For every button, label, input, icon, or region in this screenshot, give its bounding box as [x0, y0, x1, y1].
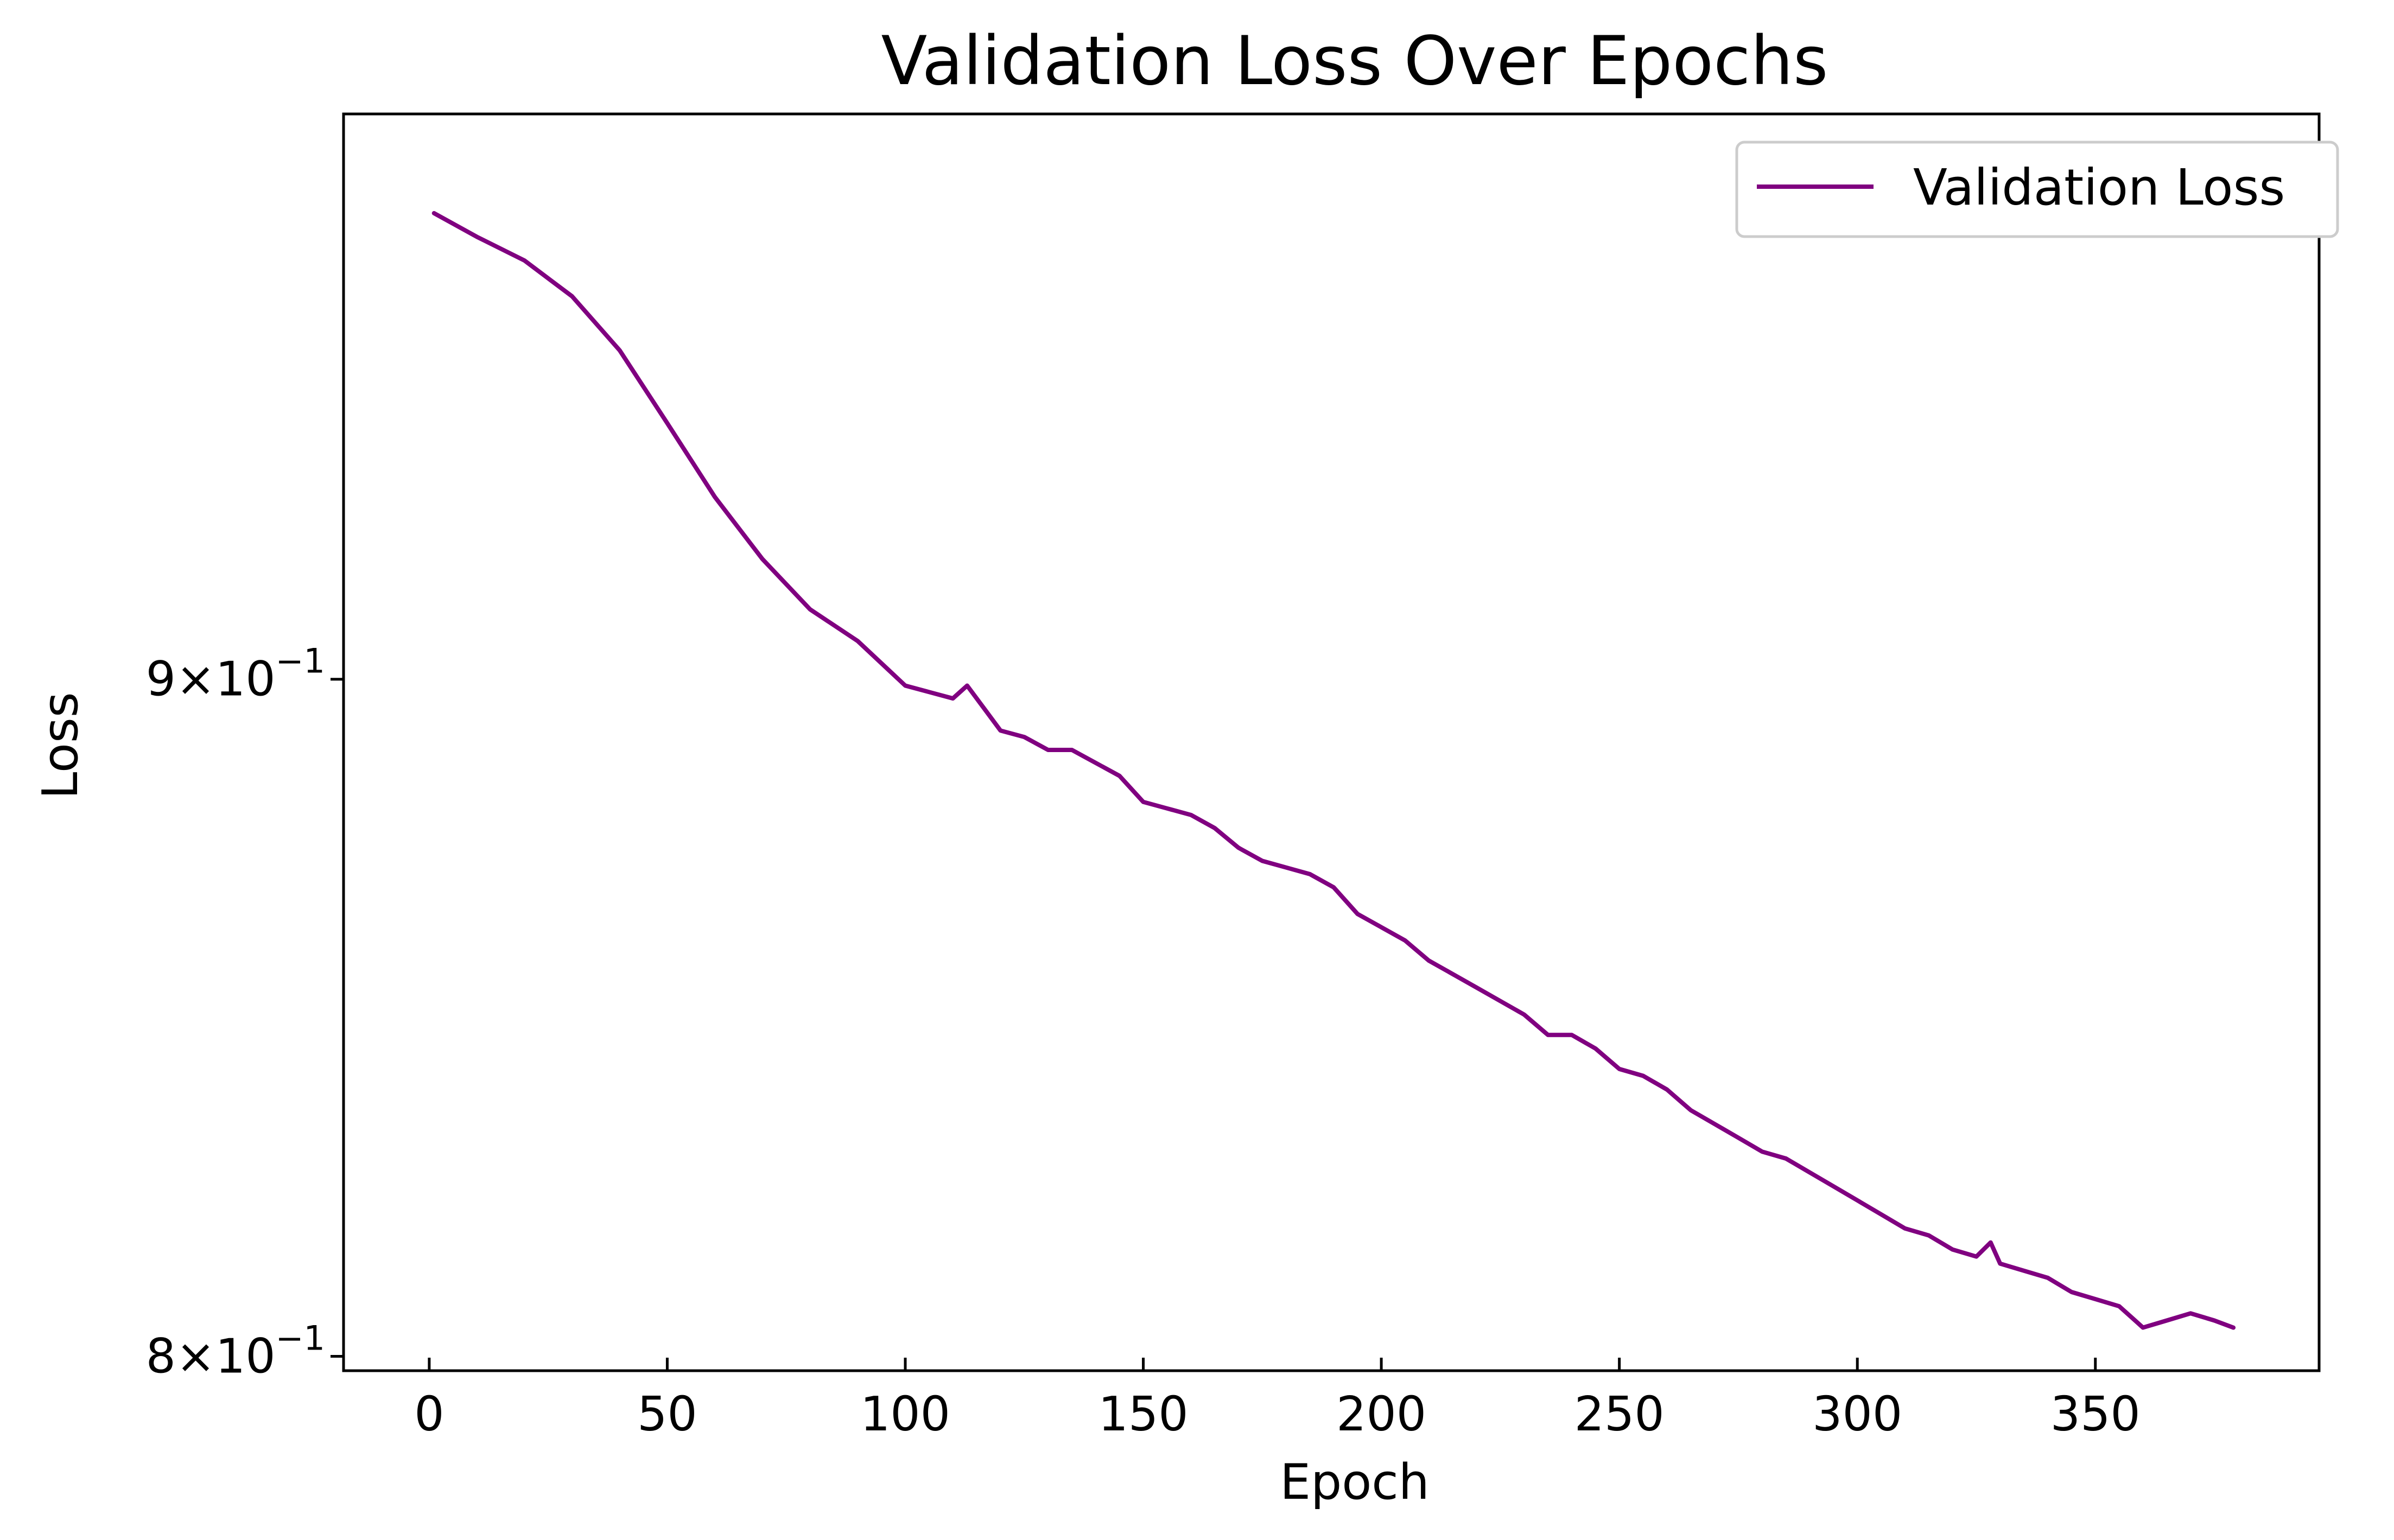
chart-title: Validation Loss Over Epochs: [881, 22, 1828, 100]
legend-label: Validation Loss: [1913, 158, 2285, 217]
plot-area: 0 50 100 150 200 250 300 350 8×10−1 9×10−1: [146, 112, 2321, 1442]
x-tick-label: 250: [1574, 1386, 1665, 1442]
legend: Validation Loss: [1735, 141, 2339, 238]
x-tick-label: 150: [1098, 1386, 1189, 1442]
x-axis: 0 50 100 150 200 250 300 350: [414, 1358, 2141, 1442]
y-tick-label: 8×10−1: [146, 1318, 325, 1384]
series-line-0: [431, 211, 2236, 1330]
x-tick-label: 300: [1812, 1386, 1902, 1442]
x-axis-label: Epoch: [1280, 1454, 1430, 1511]
series-layer: [431, 211, 2236, 1330]
y-tick-label: 9×10−1: [146, 641, 325, 707]
x-tick-label: 200: [1336, 1386, 1426, 1442]
y-axis-label: Loss: [32, 692, 89, 799]
x-tick-label: 0: [414, 1386, 444, 1442]
plot-frame: [342, 112, 2321, 1372]
y-axis: 8×10−1 9×10−1: [146, 641, 344, 1384]
x-tick-label: 50: [637, 1386, 697, 1442]
legend-box: [1735, 141, 2339, 238]
x-tick-label: 350: [2050, 1386, 2141, 1442]
x-tick-label: 100: [860, 1386, 950, 1442]
